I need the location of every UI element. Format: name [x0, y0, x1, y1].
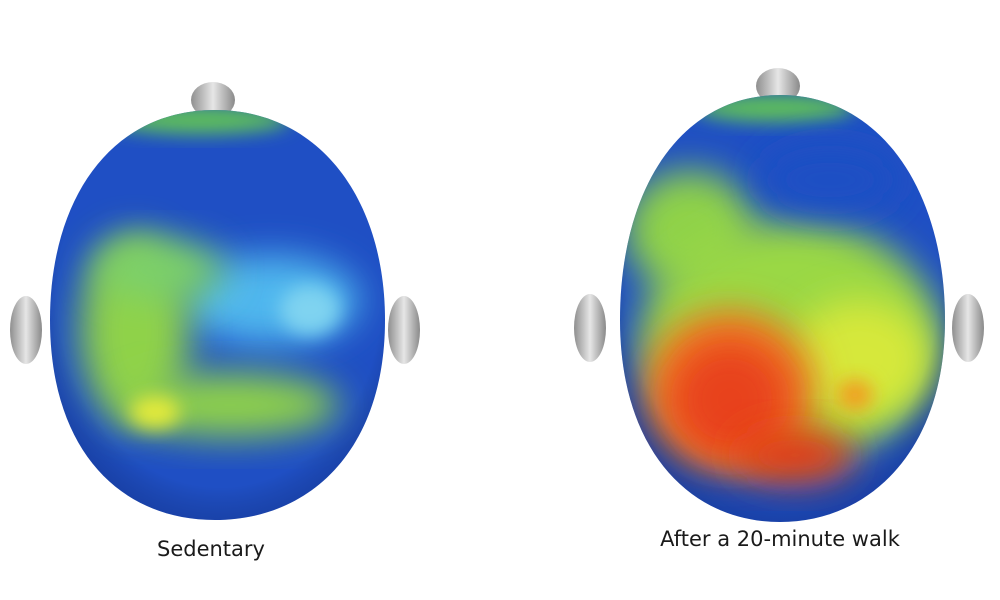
panel-label: After a 20-minute walk [660, 527, 901, 551]
head-after-walk [574, 68, 984, 522]
panel-label: Sedentary [157, 537, 265, 561]
head-sedentary [10, 82, 420, 520]
